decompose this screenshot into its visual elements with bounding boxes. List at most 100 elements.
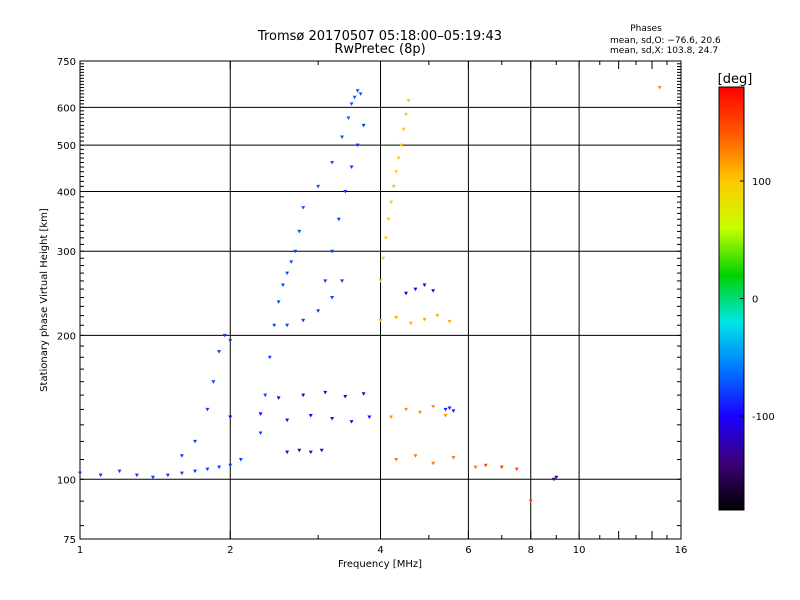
data-point <box>431 461 436 466</box>
data-point <box>316 309 321 313</box>
x-tick-labels: 1 2 4 6 8 10 16 <box>77 545 688 556</box>
data-point <box>413 454 418 458</box>
data-point <box>389 415 394 419</box>
data-point <box>285 323 290 328</box>
data-point <box>394 457 399 462</box>
data-point <box>355 89 360 93</box>
data-point <box>349 102 354 106</box>
data-point <box>263 393 268 398</box>
data-point <box>349 165 354 170</box>
colorbar-ticks: 100 0 -100 <box>740 177 775 423</box>
data-point <box>551 477 556 482</box>
colorbar-label: [deg] <box>718 72 753 87</box>
data-point <box>179 454 184 458</box>
y-axis-label: Stationary phase Virtual Height [km] <box>39 208 50 392</box>
data-point <box>343 394 348 399</box>
chart-title: Tromsø 20170507 05:18:00–05:19:43 <box>257 29 502 44</box>
data-point <box>205 407 210 412</box>
data-point <box>383 236 388 240</box>
data-point <box>404 407 409 412</box>
y-tick-label: 200 <box>57 331 76 342</box>
data-point <box>389 200 394 205</box>
data-point <box>340 135 345 140</box>
x-tick-label: 2 <box>227 545 233 556</box>
data-point <box>399 143 404 148</box>
y-tick-label: 500 <box>57 141 76 152</box>
data-point <box>308 450 313 455</box>
data-point <box>336 217 341 222</box>
y-tick-labels: 75 100 200 300 400 500 600 750 <box>57 57 76 546</box>
data-point <box>361 392 366 396</box>
data-point <box>381 256 386 261</box>
colorbar: [deg] 100 0 -100 <box>718 72 775 511</box>
x-tick-label: 10 <box>573 545 586 556</box>
phase-info-x: mean, sd,X: 103.8, 24.7 <box>610 46 718 56</box>
data-point <box>222 333 227 338</box>
data-point <box>238 457 243 462</box>
data-point <box>285 450 290 455</box>
data-point <box>483 463 488 468</box>
data-point <box>179 471 184 476</box>
data-point <box>301 318 306 323</box>
data-point <box>117 469 122 474</box>
data-point <box>316 184 321 189</box>
data-point <box>217 350 222 354</box>
data-point <box>431 289 436 293</box>
data-point <box>451 456 456 460</box>
data-point <box>228 339 233 343</box>
data-point <box>165 473 170 478</box>
data-point <box>499 465 504 470</box>
y-tick-label: 600 <box>57 103 76 114</box>
data-point <box>404 112 409 117</box>
plot-area <box>78 60 682 540</box>
data-point <box>289 260 294 264</box>
data-point <box>358 92 363 96</box>
data-point <box>293 249 298 254</box>
data-point <box>228 463 233 468</box>
frame-ticks <box>79 60 682 539</box>
data-point <box>340 279 345 283</box>
data-point <box>330 417 335 421</box>
data-point <box>554 475 559 480</box>
x-tick-label: 16 <box>675 545 688 556</box>
y-tick-label: 300 <box>57 247 76 258</box>
phase-info-o: mean, sd,O: −76.6, 20.6 <box>610 36 721 46</box>
y-tick-label: 75 <box>63 535 76 546</box>
data-point <box>406 99 411 103</box>
data-point <box>435 314 440 318</box>
data-point <box>193 439 198 444</box>
data-point <box>285 418 290 423</box>
data-point <box>431 404 436 409</box>
data-point <box>193 469 198 474</box>
data-point <box>355 143 360 148</box>
data-point <box>280 283 285 287</box>
data-point <box>98 473 103 478</box>
data-point <box>413 287 418 292</box>
x-tick-label: 8 <box>528 545 534 556</box>
data-point <box>276 396 281 400</box>
data-point <box>443 407 448 412</box>
x-axis-label: Frequency [MHz] <box>338 559 422 570</box>
data-point <box>349 420 354 424</box>
data-point <box>367 415 372 419</box>
data-point <box>378 279 383 283</box>
y-tick-label: 750 <box>57 57 76 68</box>
data-point <box>205 467 210 472</box>
data-point <box>297 448 302 453</box>
data-point <box>422 317 427 322</box>
data-point <box>301 206 306 210</box>
x-tick-label: 6 <box>465 545 471 556</box>
data-point <box>258 431 263 435</box>
colorbar-rect <box>718 86 745 511</box>
data-point <box>378 318 383 323</box>
data-point <box>514 467 519 472</box>
data-point <box>447 319 452 324</box>
data-point <box>297 229 302 234</box>
data-point <box>418 410 423 415</box>
data-point <box>447 406 452 410</box>
data-point <box>267 355 272 360</box>
phase-info-title: Phases <box>630 24 662 34</box>
data-point <box>217 465 222 470</box>
data-point <box>258 412 263 416</box>
